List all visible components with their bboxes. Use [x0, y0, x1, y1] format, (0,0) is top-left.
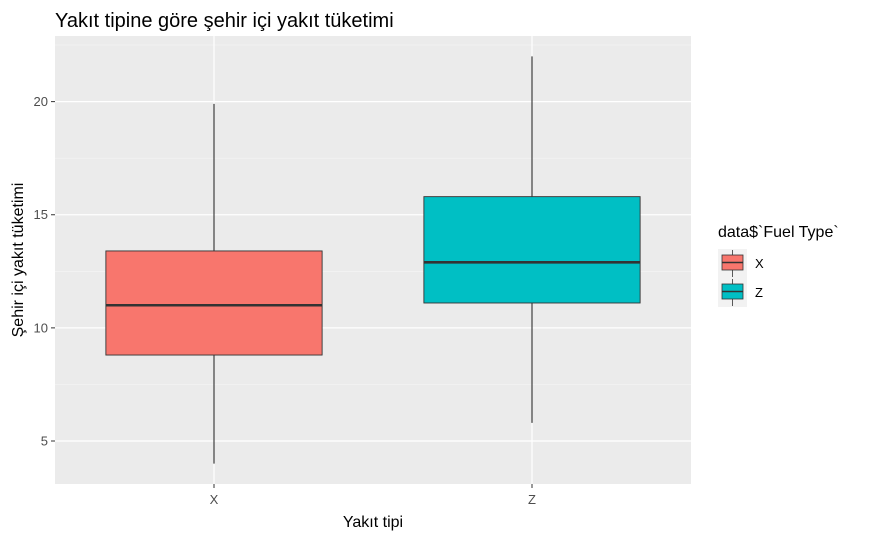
legend-label: X	[755, 256, 764, 271]
y-tick-label: 20	[34, 94, 48, 109]
x-axis-title: Yakıt tipi	[343, 514, 403, 531]
chart-title: Yakıt tipine göre şehir içi yakıt tüketi…	[55, 10, 394, 32]
legend-label: Z	[755, 285, 763, 300]
y-tick-label: 15	[34, 207, 48, 222]
x-tick-label: Z	[528, 492, 536, 507]
x-tick-label: X	[210, 492, 219, 507]
boxes	[105, 56, 641, 464]
box-body	[423, 196, 641, 304]
legend-item-Z: Z	[718, 278, 763, 307]
y-axis-title: Şehir içi yakıt tüketimi	[10, 183, 27, 338]
box-body	[105, 250, 323, 356]
legend-title: data$`Fuel Type`	[718, 224, 839, 241]
legend-item-X: X	[718, 249, 764, 278]
y-tick-label: 5	[41, 434, 48, 449]
y-tick-label: 10	[34, 320, 48, 335]
y-axis-ticks: 5 10 15 20	[34, 94, 55, 449]
box-X	[105, 103, 323, 464]
legend: data$`Fuel Type` XZ	[718, 224, 839, 307]
box-Z	[423, 56, 641, 423]
legend-items: XZ	[718, 249, 764, 307]
